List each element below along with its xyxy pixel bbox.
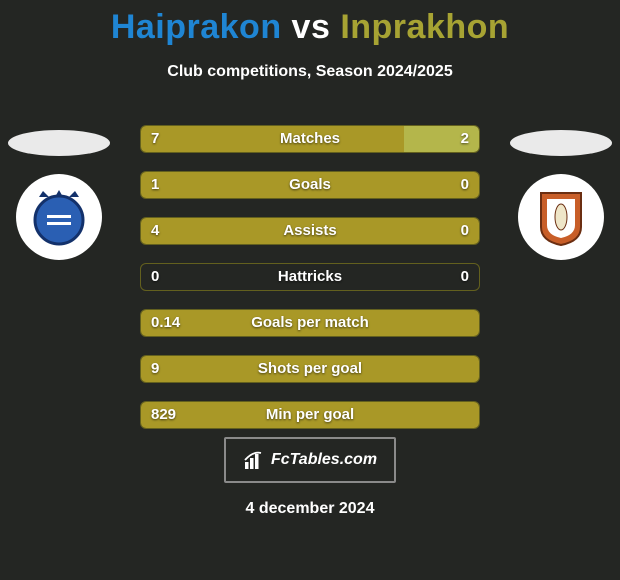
stat-row: Hattricks0 0 [140, 263, 480, 291]
stat-row: Goals per match0.14 [140, 309, 480, 337]
stat-value-left: 9 [151, 356, 159, 382]
stat-row: Matches7 2 [140, 125, 480, 153]
stats-bars: Matches72Goals10Assists40Hattricks00Goal… [140, 125, 480, 447]
stat-value-left: 7 [151, 126, 159, 152]
stat-value-left: 4 [151, 218, 159, 244]
bar-chart-icon [243, 449, 265, 471]
stat-row: Shots per goal9 [140, 355, 480, 383]
stat-row: Goals1 0 [140, 171, 480, 199]
stat-value-right: 0 [461, 218, 469, 244]
stat-label: Shots per goal [141, 356, 479, 382]
brand-text: FcTables.com [271, 451, 377, 469]
shield-icon [533, 187, 589, 247]
stat-label: Matches [141, 126, 479, 152]
brand-logo: FcTables.com [224, 437, 396, 483]
stat-value-right: 0 [461, 264, 469, 290]
player2-name: Inprakhon [340, 8, 509, 46]
stat-row: Assists4 0 [140, 217, 480, 245]
footer-date: 4 december 2024 [0, 500, 620, 518]
stat-value-left: 1 [151, 172, 159, 198]
stat-label: Hattricks [141, 264, 479, 290]
stat-value-left: 0 [151, 264, 159, 290]
left-team-column [8, 130, 110, 260]
stat-label: Assists [141, 218, 479, 244]
stat-value-left: 829 [151, 402, 176, 428]
stat-label: Goals [141, 172, 479, 198]
left-team-badge [16, 174, 102, 260]
stat-value-left: 0.14 [151, 310, 180, 336]
stat-label: Goals per match [141, 310, 479, 336]
stat-label: Min per goal [141, 402, 479, 428]
right-ellipse-shadow [510, 130, 612, 156]
stat-value-right: 2 [461, 126, 469, 152]
vs-text: vs [292, 8, 331, 46]
shield-icon [29, 187, 89, 247]
page-title: Haiprakon vs Inprakhon [0, 0, 620, 47]
left-ellipse-shadow [8, 130, 110, 156]
stat-row: Min per goal829 [140, 401, 480, 429]
right-team-badge [518, 174, 604, 260]
stat-value-right: 0 [461, 172, 469, 198]
player1-name: Haiprakon [111, 8, 282, 46]
right-team-column [510, 130, 612, 260]
subtitle: Club competitions, Season 2024/2025 [0, 63, 620, 81]
